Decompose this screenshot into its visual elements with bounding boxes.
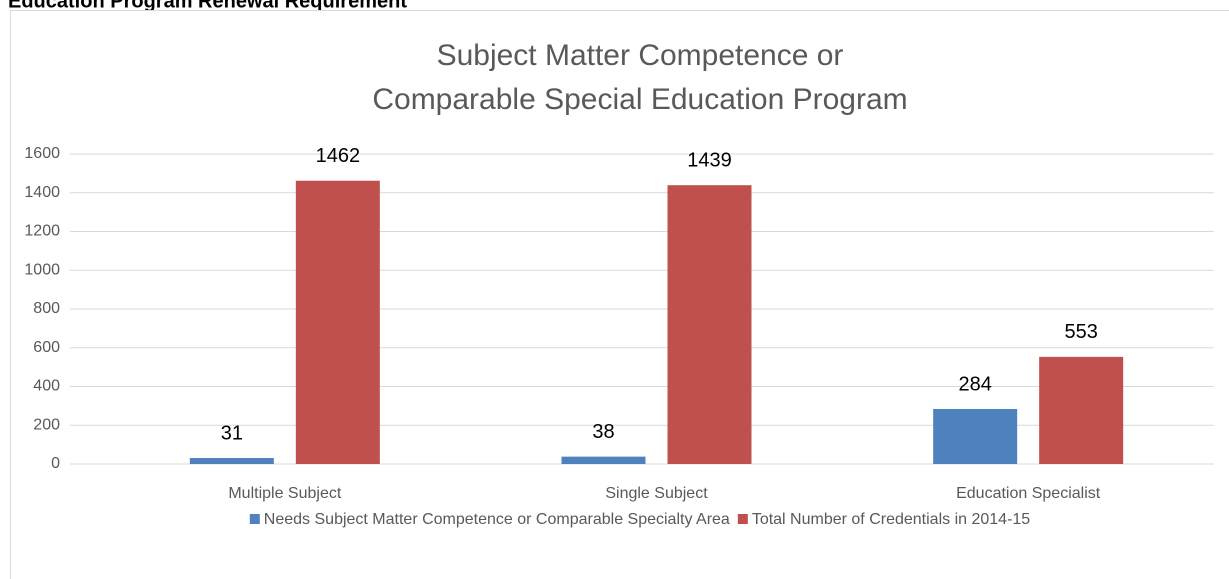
data-label: 553 [1064, 321, 1097, 343]
bar [933, 408, 1018, 464]
chart-title: Comparable Special Education Program [372, 83, 907, 116]
y-tick-label: 1600 [24, 145, 60, 162]
y-tick-label: 800 [33, 300, 60, 317]
bar [189, 457, 274, 464]
legend-swatch [737, 514, 748, 524]
chart-frame [10, 10, 1229, 579]
data-label: 1439 [687, 149, 732, 171]
data-label: 1462 [316, 145, 361, 167]
y-tick-label: 600 [33, 339, 60, 356]
y-tick-label: 1200 [24, 223, 60, 240]
legend-label: Total Number of Credentials in 2014-15 [752, 511, 1030, 528]
x-tick-label: Multiple Subject [228, 485, 342, 502]
y-tick-label: 0 [51, 455, 60, 472]
chart-title: Subject Matter Competence or [437, 39, 844, 72]
data-label: 284 [958, 373, 991, 395]
y-tick-label: 1400 [24, 184, 60, 201]
x-tick-label: Single Subject [605, 485, 708, 502]
bar [667, 185, 752, 464]
y-tick-label: 200 [33, 416, 60, 433]
page-heading: Education Program Renewal Requirement [8, 0, 407, 12]
y-tick-label: 1000 [24, 261, 60, 278]
data-label: 31 [221, 422, 243, 444]
bar [295, 180, 380, 465]
legend-label: Needs Subject Matter Competence or Compa… [264, 511, 730, 528]
legend-swatch [249, 514, 260, 524]
y-tick-label: 400 [33, 378, 60, 395]
data-label: 38 [592, 421, 614, 443]
x-tick-label: Education Specialist [956, 485, 1101, 502]
bar [1039, 356, 1124, 464]
bar [561, 456, 646, 464]
